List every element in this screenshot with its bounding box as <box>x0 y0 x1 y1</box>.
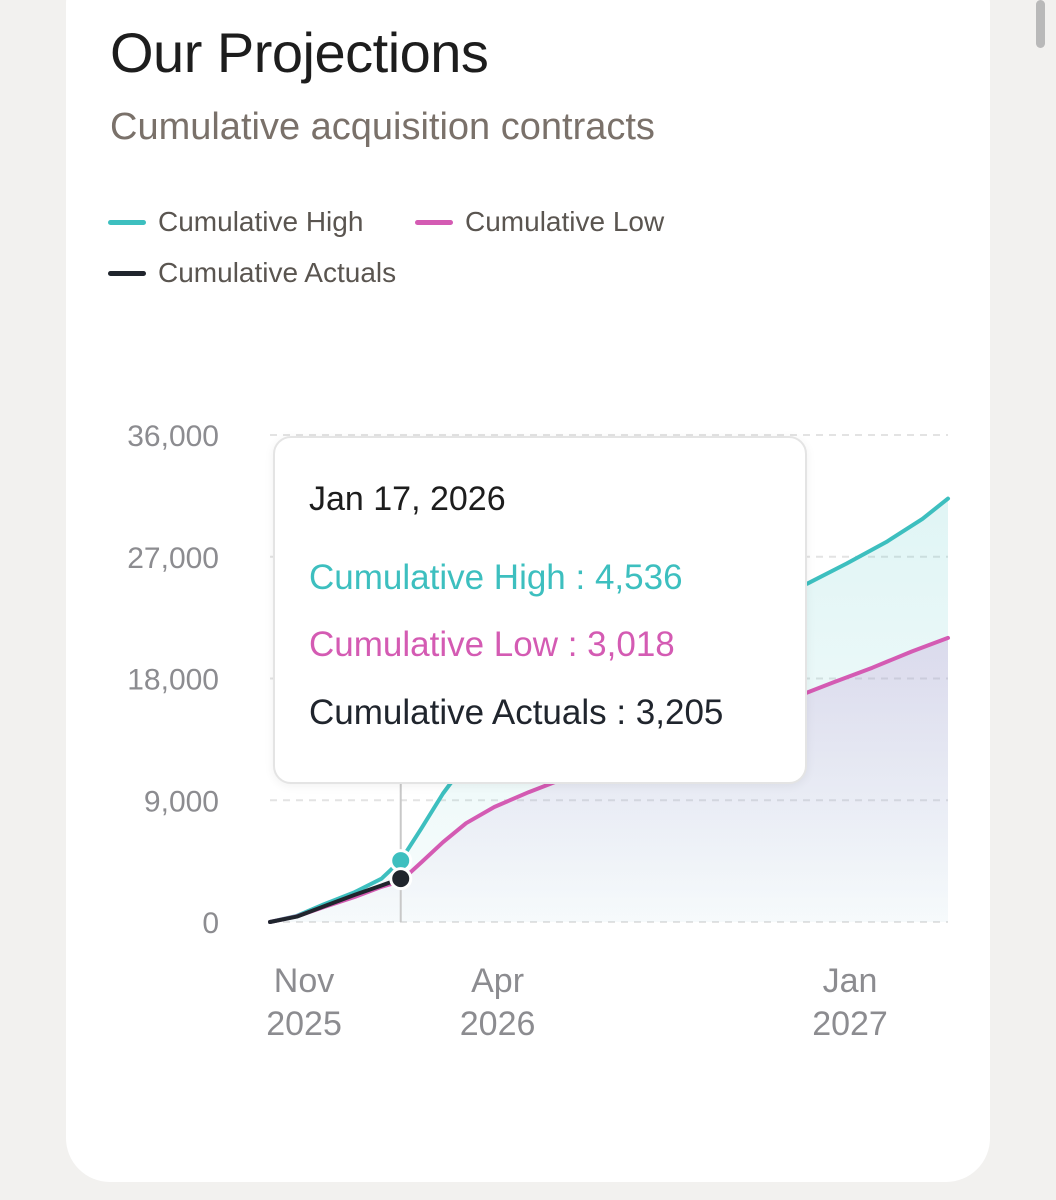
legend-label-low: Cumulative Low <box>465 206 665 237</box>
y-tick-label: 0 <box>202 907 219 940</box>
y-tick-label: 18,000 <box>127 664 219 697</box>
x-tick-label: 2027 <box>812 1005 888 1043</box>
legend-swatch-low <box>415 219 453 225</box>
chart-tooltip: Jan 17, 2026 Cumulative High : 4,536 Cum… <box>273 436 807 784</box>
x-tick-label: Apr <box>471 962 524 1000</box>
tooltip-row-actuals: Cumulative Actuals : 3,205 <box>309 693 724 732</box>
legend-swatch-actuals <box>108 270 146 276</box>
y-tick-label: 36,000 <box>127 420 219 453</box>
legend-swatch-high <box>108 219 146 225</box>
data-point-marker-2 <box>389 867 413 891</box>
legend-label-high: Cumulative High <box>158 206 364 237</box>
y-tick-label: 27,000 <box>127 542 219 575</box>
x-tick-label: 2025 <box>266 1005 342 1043</box>
tooltip-row-low: Cumulative Low : 3,018 <box>309 625 675 664</box>
series-line-2 <box>268 876 403 924</box>
tooltip-row-high: Cumulative High : 4,536 <box>309 558 683 597</box>
tooltip-date: Jan 17, 2026 <box>309 480 506 518</box>
x-tick-label: Nov <box>274 962 334 1000</box>
page-title: Our Projections <box>110 21 489 84</box>
x-tick-label: Jan <box>823 962 878 1000</box>
x-tick-label: 2026 <box>460 1005 536 1043</box>
y-tick-label: 9,000 <box>144 785 219 818</box>
legend-label-actuals: Cumulative Actuals <box>158 257 397 288</box>
legend-item-low[interactable]: Cumulative Low <box>415 202 664 242</box>
chart-subtitle: Cumulative acquisition contracts <box>110 106 655 148</box>
scrollbar[interactable] <box>1036 0 1045 48</box>
legend-item-actuals[interactable]: Cumulative Actuals <box>108 253 396 293</box>
legend-item-high[interactable]: Cumulative High <box>108 202 363 242</box>
